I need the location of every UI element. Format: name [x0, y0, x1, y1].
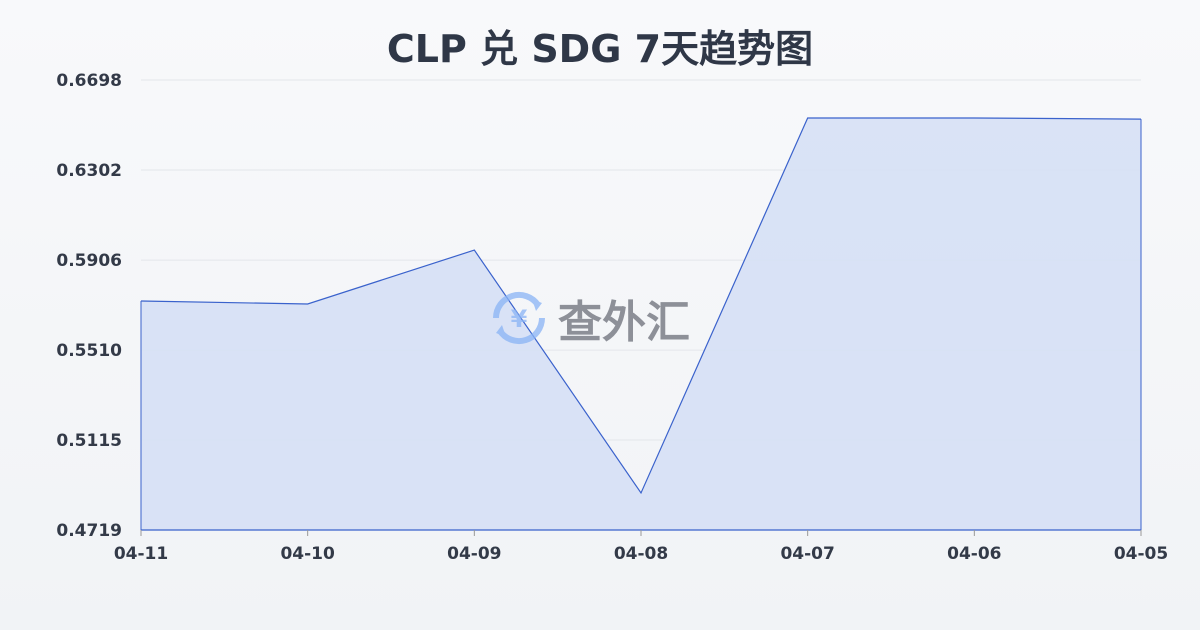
x-tick-label: 04-06 [947, 544, 1001, 564]
svg-text:¥: ¥ [511, 305, 528, 333]
watermark: ¥ 查外汇 [488, 286, 690, 350]
y-tick-label: 0.5906 [56, 251, 122, 271]
chart-title: CLP 兑 SDG 7天趋势图 [386, 27, 814, 71]
y-tick-label: 0.6302 [56, 161, 122, 181]
x-tick-label: 04-11 [114, 544, 168, 564]
y-tick-label: 0.5510 [56, 341, 122, 361]
area-fill [141, 117, 1141, 530]
y-tick-label: 0.4719 [56, 521, 122, 541]
y-tick-label: 0.6698 [56, 71, 122, 91]
x-tick-label: 04-08 [614, 544, 668, 564]
currency-exchange-icon: ¥ [492, 291, 546, 345]
x-tick-label: 04-05 [1114, 544, 1168, 564]
x-tick-label: 04-07 [780, 544, 834, 564]
x-tick-label: 04-09 [447, 544, 501, 564]
y-tick-label: 0.5115 [56, 431, 122, 451]
x-tick-label: 04-10 [280, 544, 335, 564]
watermark-text: 查外汇 [558, 297, 690, 348]
